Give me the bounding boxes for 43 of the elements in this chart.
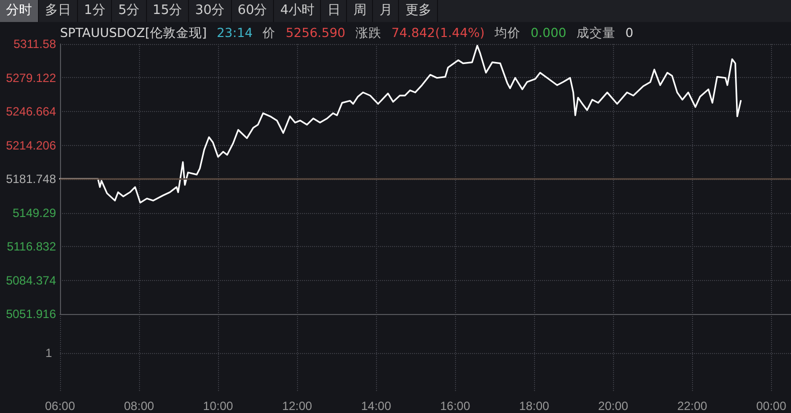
y-tick-label: 5311.58 (14, 37, 56, 51)
text: 周 (347, 0, 374, 22)
text: 30分 (189, 0, 232, 22)
text: 0 (625, 25, 634, 40)
y-tick-label: 5116.832 (6, 240, 56, 254)
text: 月 (373, 0, 400, 22)
chart-subtitle: 23:14 (216, 25, 253, 40)
y-tick-label: 5149.29 (12, 206, 56, 220)
text: 成交量 (576, 25, 616, 40)
x-tick-label: 06:00 (44, 399, 76, 413)
x-tick-label: 10:00 (203, 399, 234, 413)
text: 多日 (39, 0, 78, 22)
text: 5分 (112, 0, 147, 22)
text: 60分 (232, 0, 274, 22)
text: 均价 (494, 25, 521, 40)
line-series (59, 44, 742, 204)
x-tick-label: 12:00 (282, 399, 312, 413)
chart-title: SPTAUUSDOZ[伦敦金现] (60, 25, 207, 40)
text: 15分 (146, 0, 190, 22)
text: 5256.590 (286, 25, 346, 40)
text: 1分 (78, 0, 112, 22)
x-tick-label: 16:00 (440, 399, 470, 413)
y-tick-label: 5214.206 (6, 138, 56, 152)
x-tick-label: 08:00 (124, 399, 154, 413)
text: 4小时 (274, 0, 322, 22)
text: 74.842(1.44%) (391, 25, 485, 40)
y-tick-label: 5279.122 (6, 70, 56, 85)
x-tick-label: 20:00 (598, 399, 629, 413)
text: 日 (321, 0, 348, 22)
x-tick-label: 14:00 (361, 399, 392, 413)
x-tick-label: 18:00 (519, 399, 550, 413)
text: 分时 (0, 0, 39, 22)
text: 更多 (399, 0, 438, 22)
y-tick-label: 5051.916 (6, 307, 56, 321)
text: 0.000 (530, 25, 566, 40)
y-tick-label: 5181.748 (6, 172, 56, 186)
x-tick-label: 22:00 (677, 399, 708, 413)
y-tick-label: 5084.374 (6, 273, 56, 288)
x-tick-label: 00:00 (756, 399, 787, 413)
text: 涨跌 (355, 25, 382, 40)
y-tick-label: 5246.664 (6, 104, 56, 118)
text: 1 (45, 346, 52, 360)
text: 价 (262, 25, 276, 40)
